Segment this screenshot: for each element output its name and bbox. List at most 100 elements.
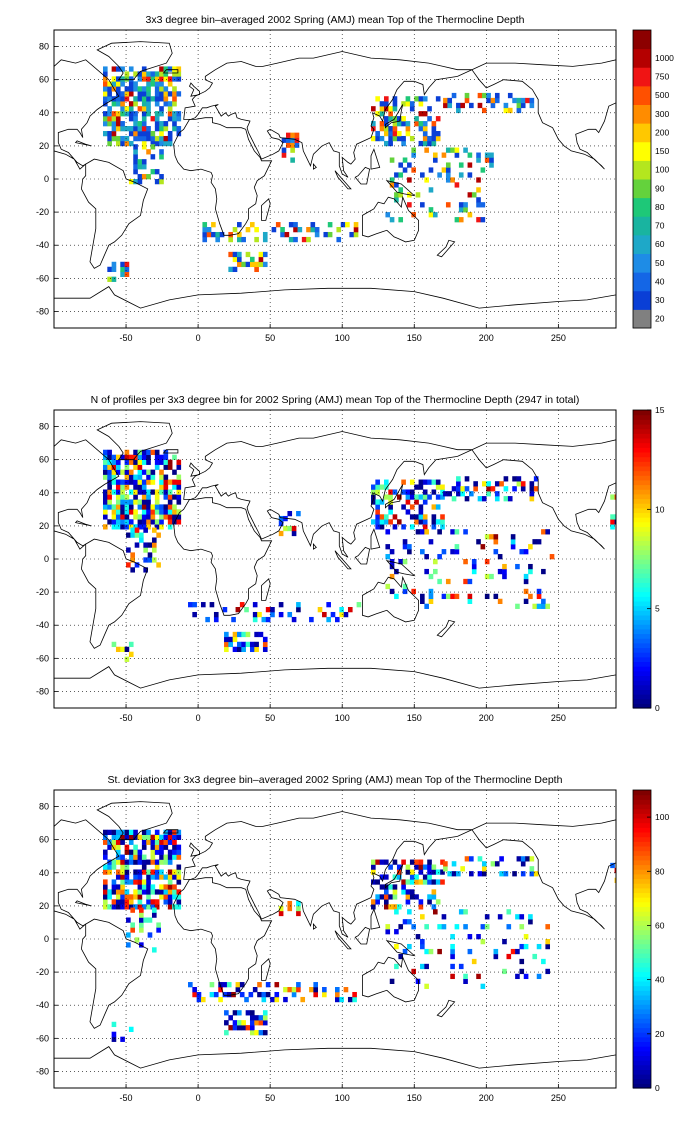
bin-cell (141, 864, 147, 870)
bin-cell (339, 611, 344, 618)
bin-cell (124, 271, 130, 277)
bin-cell (418, 96, 424, 102)
bin-cell (336, 227, 342, 233)
bin-cell (124, 494, 130, 500)
bin-cell (314, 227, 320, 233)
bin-cell (163, 829, 169, 835)
bin-cell (424, 554, 429, 560)
bin-cell (394, 929, 399, 935)
coastline (313, 923, 317, 930)
bin-cell (218, 996, 223, 1003)
bin-cell (290, 157, 295, 163)
bin-cell (428, 573, 434, 580)
bin-cell (249, 646, 255, 653)
bin-cell (133, 524, 138, 530)
colorbar-segment (633, 309, 651, 329)
bin-cell (392, 884, 398, 890)
bin-cell (111, 111, 117, 117)
bin-cell (228, 1015, 233, 1021)
bin-cell (401, 504, 406, 510)
colorbar-label: 750 (655, 72, 669, 82)
colorbar-segment (633, 503, 651, 509)
bin-cell (137, 894, 143, 900)
bin-cell (281, 147, 287, 153)
coastline (162, 69, 179, 74)
bin-cell (133, 874, 138, 880)
colorbar-segment (633, 827, 651, 833)
bin-cell (477, 496, 483, 502)
bin-cell (167, 76, 173, 82)
bin-cell (294, 142, 300, 148)
bin-cell (424, 924, 429, 930)
bin-cell (486, 481, 491, 487)
bin-cell (405, 489, 411, 495)
bin-cell (435, 899, 441, 905)
bin-cell (394, 172, 399, 178)
bin-cell (405, 126, 411, 132)
bin-cell (407, 162, 412, 168)
bin-cell (389, 573, 395, 580)
bin-cell (356, 602, 362, 608)
bin-cell (414, 514, 419, 520)
bin-cell (335, 996, 340, 1003)
bin-cell (456, 871, 461, 877)
bin-cell (614, 877, 616, 884)
bin-cell (128, 854, 134, 860)
bin-cell (133, 474, 138, 480)
bin-cell (128, 66, 134, 72)
bin-cell (159, 121, 164, 127)
bin-cell (435, 96, 441, 102)
bin-cell (102, 474, 108, 480)
bin-cell (120, 469, 125, 475)
bin-cell (159, 884, 164, 890)
bin-cell (383, 484, 389, 490)
bin-cell (159, 474, 164, 480)
bin-cell (150, 849, 156, 855)
bin-cell (310, 227, 316, 233)
bin-cell (172, 904, 177, 910)
bin-cell (441, 924, 447, 930)
colorbar-segment (633, 980, 651, 987)
bin-cell (383, 126, 389, 132)
bin-cell (467, 162, 473, 168)
bin-cell (428, 187, 434, 193)
bin-cell (111, 884, 117, 890)
bin-cell (422, 879, 428, 885)
bin-cell (111, 459, 117, 465)
y-tick-label: -60 (36, 653, 49, 663)
bin-cell (401, 879, 406, 885)
colorbar-segment (633, 694, 651, 700)
bin-cell (150, 509, 156, 515)
bin-cell (481, 861, 487, 867)
map-plot-profile-count: -50 0 50 100 150 200 250-80-60-40-200204060800… (36, 405, 665, 723)
bin-cell (232, 266, 238, 273)
bin-cell (154, 91, 160, 97)
bin-cell (128, 509, 134, 515)
bin-cell (503, 476, 509, 482)
coastline (354, 546, 371, 565)
bin-cell (102, 504, 108, 510)
bin-cell (288, 222, 294, 228)
bin-cell (541, 958, 546, 965)
x-tick-label: 50 (265, 713, 275, 723)
bin-cell (151, 947, 157, 953)
bin-cell (375, 514, 380, 520)
bin-cell (257, 991, 262, 998)
bin-cell (102, 91, 108, 97)
bin-cell (111, 135, 117, 142)
bin-cell (133, 130, 138, 137)
bin-cell (520, 481, 526, 487)
bin-cell (467, 948, 473, 955)
bin-cell (172, 469, 177, 475)
bin-cell (424, 177, 429, 183)
bin-cell (254, 236, 259, 243)
bin-cell (420, 549, 425, 555)
colorbar-label: 0 (655, 703, 660, 713)
bin-cell (407, 909, 412, 915)
bin-cell (163, 474, 169, 480)
bin-cell (339, 607, 344, 613)
bin-cell (383, 899, 389, 905)
bin-cell (196, 991, 202, 998)
bin-cell (510, 539, 516, 545)
bin-cell (128, 894, 134, 900)
